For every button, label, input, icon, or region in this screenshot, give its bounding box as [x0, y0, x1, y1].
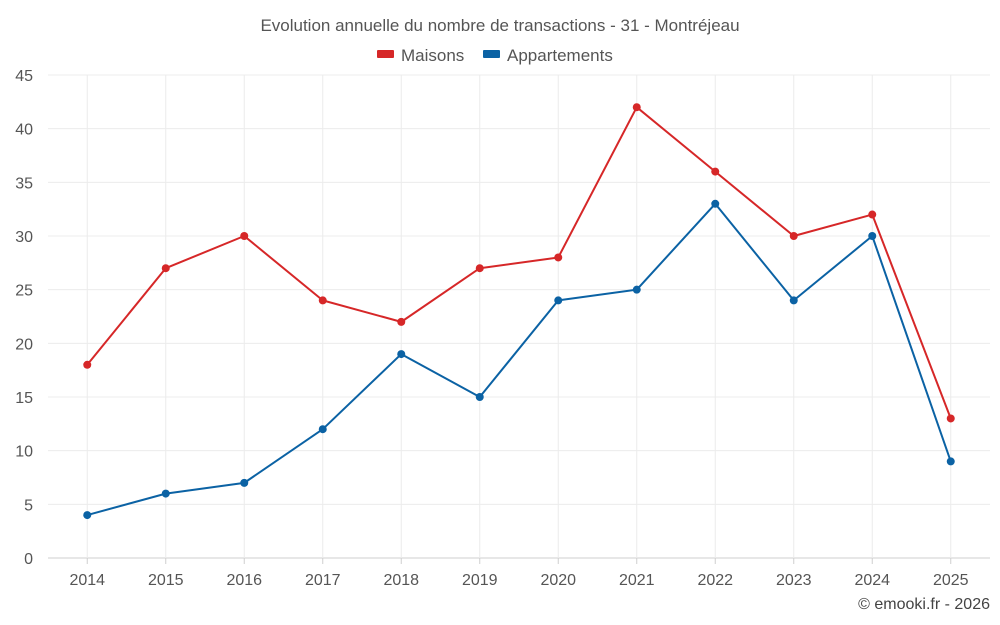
legend-item-appartements[interactable]: Appartements — [483, 46, 613, 65]
x-tick-label: 2022 — [697, 572, 733, 589]
series-line-appartements — [86, 202, 952, 517]
y-tick-label: 30 — [15, 229, 33, 246]
y-tick-label: 20 — [15, 336, 33, 353]
x-tick-label: 2025 — [933, 572, 969, 589]
data-point-appartements[interactable] — [83, 511, 92, 520]
y-tick-label: 5 — [24, 497, 33, 514]
y-tick-label: 25 — [15, 283, 33, 300]
x-tick-label: 2016 — [226, 572, 262, 589]
y-tick-label: 0 — [24, 551, 33, 568]
y-tick-label: 35 — [15, 175, 33, 192]
y-axis-ticks: 0 5 10 15 20 25 30 35 40 45 — [15, 68, 33, 568]
legend-swatch-appartements — [483, 50, 500, 58]
legend: Maisons Appartements — [377, 46, 613, 65]
x-tick-label: 2019 — [462, 572, 498, 589]
x-tick-label: 2021 — [619, 572, 655, 589]
data-point-maisons[interactable] — [868, 210, 877, 219]
data-point-appartements[interactable] — [711, 199, 720, 208]
credit-text: © emooki.fr - 2026 — [858, 596, 990, 613]
data-point-appartements[interactable] — [554, 296, 563, 305]
chart-title: Evolution annuelle du nombre de transact… — [260, 16, 739, 35]
legend-swatch-maisons — [377, 50, 394, 58]
data-point-appartements[interactable] — [868, 232, 877, 240]
data-point-appartements[interactable] — [475, 393, 484, 401]
series-line-maisons — [86, 106, 952, 419]
x-tick-label: 2017 — [305, 572, 341, 589]
data-point-maisons[interactable] — [554, 253, 563, 262]
x-tick-label: 2014 — [69, 572, 105, 589]
series — [83, 103, 955, 520]
data-point-maisons[interactable] — [711, 167, 720, 176]
data-point-maisons[interactable] — [318, 296, 327, 305]
data-point-maisons[interactable] — [240, 232, 249, 240]
data-point-maisons[interactable] — [632, 103, 641, 112]
data-point-maisons[interactable] — [397, 317, 406, 326]
data-point-maisons[interactable] — [161, 264, 170, 273]
data-point-appartements[interactable] — [397, 350, 406, 359]
data-point-appartements[interactable] — [789, 296, 798, 305]
legend-label-appartements: Appartements — [507, 46, 613, 65]
y-tick-label: 45 — [15, 68, 33, 85]
y-tick-label: 40 — [15, 122, 33, 139]
data-point-maisons[interactable] — [83, 360, 92, 369]
series-appartements — [83, 199, 955, 520]
data-point-appartements[interactable] — [240, 478, 249, 487]
data-point-maisons[interactable] — [946, 414, 955, 423]
x-tick-label: 2023 — [776, 572, 812, 589]
data-point-appartements[interactable] — [161, 489, 170, 498]
legend-item-maisons[interactable]: Maisons — [377, 46, 464, 65]
grid — [48, 74, 990, 564]
data-point-appartements[interactable] — [946, 457, 955, 466]
data-point-appartements[interactable] — [632, 285, 641, 294]
x-axis-ticks: 2014 2015 2016 2017 2018 2019 2020 2021 2022 2023… — [69, 572, 968, 589]
x-tick-label: 2018 — [383, 572, 419, 589]
data-point-maisons[interactable] — [789, 232, 798, 240]
y-tick-label: 15 — [15, 390, 33, 407]
x-tick-label: 2020 — [540, 572, 576, 589]
data-point-appartements[interactable] — [318, 425, 327, 434]
x-tick-label: 2024 — [854, 572, 890, 589]
legend-label-maisons: Maisons — [401, 46, 464, 65]
x-tick-label: 2015 — [148, 572, 184, 589]
y-tick-label: 10 — [15, 444, 33, 461]
data-point-maisons[interactable] — [475, 264, 484, 273]
series-maisons — [83, 103, 955, 423]
